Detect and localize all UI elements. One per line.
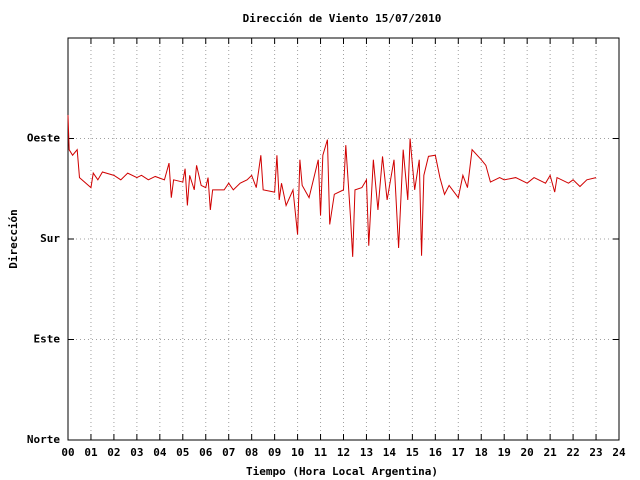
x-tick-label: 14 xyxy=(383,446,397,459)
data-line xyxy=(67,115,597,257)
y-tick-label: Sur xyxy=(40,232,60,245)
x-tick-label: 24 xyxy=(612,446,626,459)
chart-title: Dirección de Viento 15/07/2010 xyxy=(243,12,442,25)
y-axis-label: Dirección xyxy=(7,209,20,269)
x-tick-label: 08 xyxy=(245,446,258,459)
x-tick-label: 23 xyxy=(589,446,602,459)
x-tick-label: 01 xyxy=(84,446,98,459)
x-tick-label: 22 xyxy=(566,446,579,459)
x-tick-label: 10 xyxy=(291,446,304,459)
x-axis-label: Tiempo (Hora Local Argentina) xyxy=(246,465,438,478)
x-tick-label: 06 xyxy=(199,446,213,459)
y-tick-label: Oeste xyxy=(27,132,60,145)
x-tick-label: 19 xyxy=(498,446,511,459)
x-tick-label: 12 xyxy=(337,446,350,459)
x-tick-label: 03 xyxy=(130,446,143,459)
x-tick-label: 18 xyxy=(475,446,488,459)
y-tick-label: Norte xyxy=(27,433,60,446)
x-tick-label: 04 xyxy=(153,446,167,459)
x-tick-label: 00 xyxy=(61,446,74,459)
x-tick-label: 13 xyxy=(360,446,373,459)
x-tick-label: 07 xyxy=(222,446,235,459)
x-tick-label: 21 xyxy=(544,446,558,459)
x-tick-label: 20 xyxy=(521,446,534,459)
x-tick-label: 09 xyxy=(268,446,281,459)
y-tick-label: Este xyxy=(34,333,61,346)
x-tick-label: 02 xyxy=(107,446,120,459)
x-tick-label: 15 xyxy=(406,446,419,459)
x-tick-label: 05 xyxy=(176,446,189,459)
x-tick-label: 11 xyxy=(314,446,328,459)
x-tick-label: 17 xyxy=(452,446,465,459)
x-tick-label: 16 xyxy=(429,446,443,459)
